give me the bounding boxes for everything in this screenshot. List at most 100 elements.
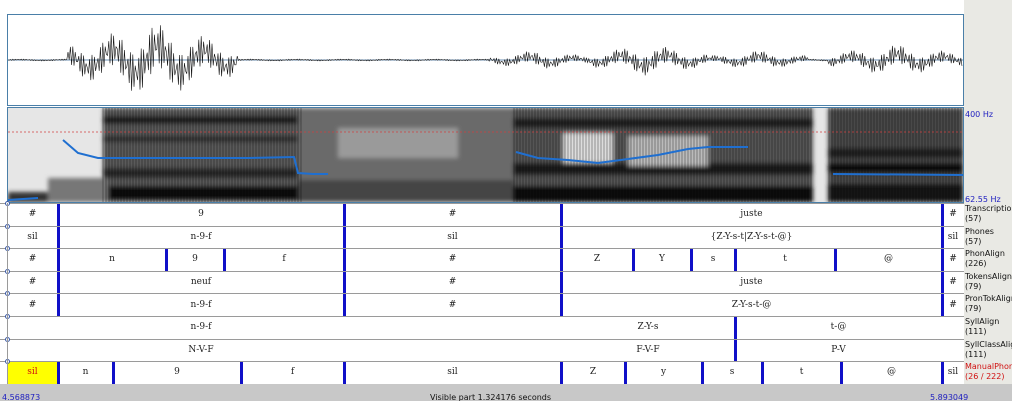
tier-label[interactable]: SyllClassAlig (111)	[965, 340, 1012, 360]
interval-cell[interactable]: Y	[659, 254, 665, 265]
interval-boundary[interactable]	[560, 361, 563, 384]
interval-cell[interactable]: #	[949, 277, 957, 288]
interval-boundary[interactable]	[343, 361, 346, 384]
interval-boundary[interactable]	[57, 270, 60, 294]
interval-boundary[interactable]	[624, 361, 627, 384]
interval-cell[interactable]	[942, 316, 964, 339]
interval-cell[interactable]: 9	[198, 209, 204, 220]
interval-cell[interactable]: juste	[740, 209, 763, 220]
tier-syllclassalig[interactable]: N-V-F F-V-F P-V	[0, 338, 964, 362]
interval-boundary[interactable]	[734, 338, 737, 362]
interval-boundary[interactable]	[701, 361, 704, 384]
interval-cell[interactable]: sil	[947, 367, 959, 378]
interval-boundary[interactable]	[560, 248, 563, 271]
interval-cell[interactable]: Z	[589, 367, 597, 378]
interval-cell[interactable]: #	[448, 209, 457, 220]
interval-boundary[interactable]	[560, 270, 563, 294]
interval-cell[interactable]: sil	[27, 231, 38, 242]
interval-cell[interactable]: sil	[947, 231, 959, 242]
interval-cell[interactable]: sil	[7, 361, 58, 384]
interval-cell[interactable]: Z-Y-s	[637, 322, 659, 333]
interval-cell[interactable]: s	[729, 367, 735, 378]
tier-transcription[interactable]: #9 # juste #	[0, 203, 964, 226]
interval-cell[interactable]: #	[28, 277, 37, 288]
interval-cell[interactable]: F-V-F	[636, 344, 660, 355]
interval-cell[interactable]: Z-Y-s-t-@	[731, 299, 772, 310]
tier-label[interactable]: PronTokAlign (79)	[965, 294, 1012, 314]
tier-phones[interactable]: sil n-9-f sil {Z-Y-s-t|Z-Y-s-t-@} sil	[0, 225, 964, 249]
interval-cell[interactable]: P-V	[831, 344, 846, 355]
spectrogram-panel[interactable]	[7, 107, 964, 203]
tier-label[interactable]: Phones (57)	[965, 227, 994, 247]
interval-cell[interactable]	[7, 339, 58, 362]
interval-boundary[interactable]	[223, 248, 226, 271]
interval-cell[interactable]	[942, 339, 964, 362]
interval-cell[interactable]	[344, 339, 561, 362]
interval-cell[interactable]: #	[949, 209, 957, 220]
interval-boundary[interactable]	[941, 270, 944, 294]
interval-boundary[interactable]	[560, 293, 563, 316]
interval-cell[interactable]: #	[949, 254, 957, 265]
interval-cell[interactable]: n-9-f	[190, 322, 212, 333]
interval-boundary[interactable]	[734, 248, 737, 271]
interval-cell[interactable]: juste	[740, 277, 763, 288]
tier-label[interactable]: SyllAlign (111)	[965, 317, 999, 337]
interval-cell[interactable]: sil	[447, 367, 458, 378]
interval-cell[interactable]: @	[884, 254, 893, 265]
interval-cell[interactable]: neuf	[190, 277, 212, 288]
interval-boundary[interactable]	[165, 248, 168, 271]
interval-boundary[interactable]	[834, 248, 837, 271]
interval-cell[interactable]: t	[783, 254, 787, 265]
interval-boundary[interactable]	[632, 248, 635, 271]
interval-boundary[interactable]	[343, 203, 346, 226]
interval-boundary[interactable]	[941, 203, 944, 226]
interval-cell[interactable]: Z	[593, 254, 601, 265]
interval-boundary[interactable]	[57, 361, 60, 384]
tier-syllalign[interactable]: n-9-f Z-Y-s t-@	[0, 316, 964, 339]
tier-label[interactable]: PhonAlign (226)	[965, 249, 1005, 269]
interval-boundary[interactable]	[840, 361, 843, 384]
interval-cell[interactable]: t-@	[830, 322, 847, 333]
interval-cell[interactable]: #	[448, 254, 457, 265]
waveform-panel[interactable]	[7, 14, 964, 106]
interval-boundary[interactable]	[57, 248, 60, 271]
interval-cell[interactable]: 9	[174, 367, 180, 378]
interval-boundary[interactable]	[734, 316, 737, 339]
interval-cell[interactable]: #	[448, 299, 457, 310]
interval-boundary[interactable]	[343, 248, 346, 271]
interval-cell[interactable]: t	[799, 367, 804, 378]
tier-label[interactable]: Transcription (57)	[965, 204, 1012, 224]
interval-cell[interactable]: sil	[447, 231, 458, 242]
interval-boundary[interactable]	[560, 225, 563, 249]
interval-cell[interactable]: #	[28, 254, 37, 265]
interval-cell[interactable]: #	[28, 209, 37, 220]
interval-boundary[interactable]	[941, 225, 944, 249]
interval-cell[interactable]: s	[710, 254, 716, 265]
interval-boundary[interactable]	[343, 270, 346, 294]
interval-boundary[interactable]	[941, 248, 944, 271]
interval-boundary[interactable]	[57, 293, 60, 316]
interval-boundary[interactable]	[560, 203, 563, 226]
interval-cell[interactable]: #	[28, 299, 37, 310]
interval-cell[interactable]: N-V-F	[188, 344, 214, 355]
interval-cell[interactable]: @	[887, 367, 896, 378]
interval-cell[interactable]: n	[82, 367, 89, 378]
interval-boundary[interactable]	[690, 248, 693, 271]
tier-label[interactable]: TokensAlign (79)	[965, 272, 1012, 292]
interval-cell[interactable]: y	[660, 367, 667, 378]
interval-cell[interactable]	[344, 316, 561, 339]
interval-boundary[interactable]	[343, 225, 346, 249]
interval-cell[interactable]: f	[282, 254, 286, 265]
interval-boundary[interactable]	[941, 361, 944, 384]
tier-prontokalign[interactable]: # n-9-f # Z-Y-s-t-@ #	[0, 293, 964, 316]
interval-boundary[interactable]	[941, 293, 944, 316]
interval-boundary[interactable]	[112, 361, 115, 384]
interval-cell[interactable]: n-9-f	[190, 299, 212, 310]
interval-cell[interactable]: n-9-f	[190, 231, 212, 242]
interval-cell[interactable]: #	[949, 299, 957, 310]
interval-cell[interactable]	[7, 316, 58, 339]
interval-cell[interactable]: f	[290, 367, 295, 378]
interval-cell[interactable]: 9	[192, 254, 198, 265]
